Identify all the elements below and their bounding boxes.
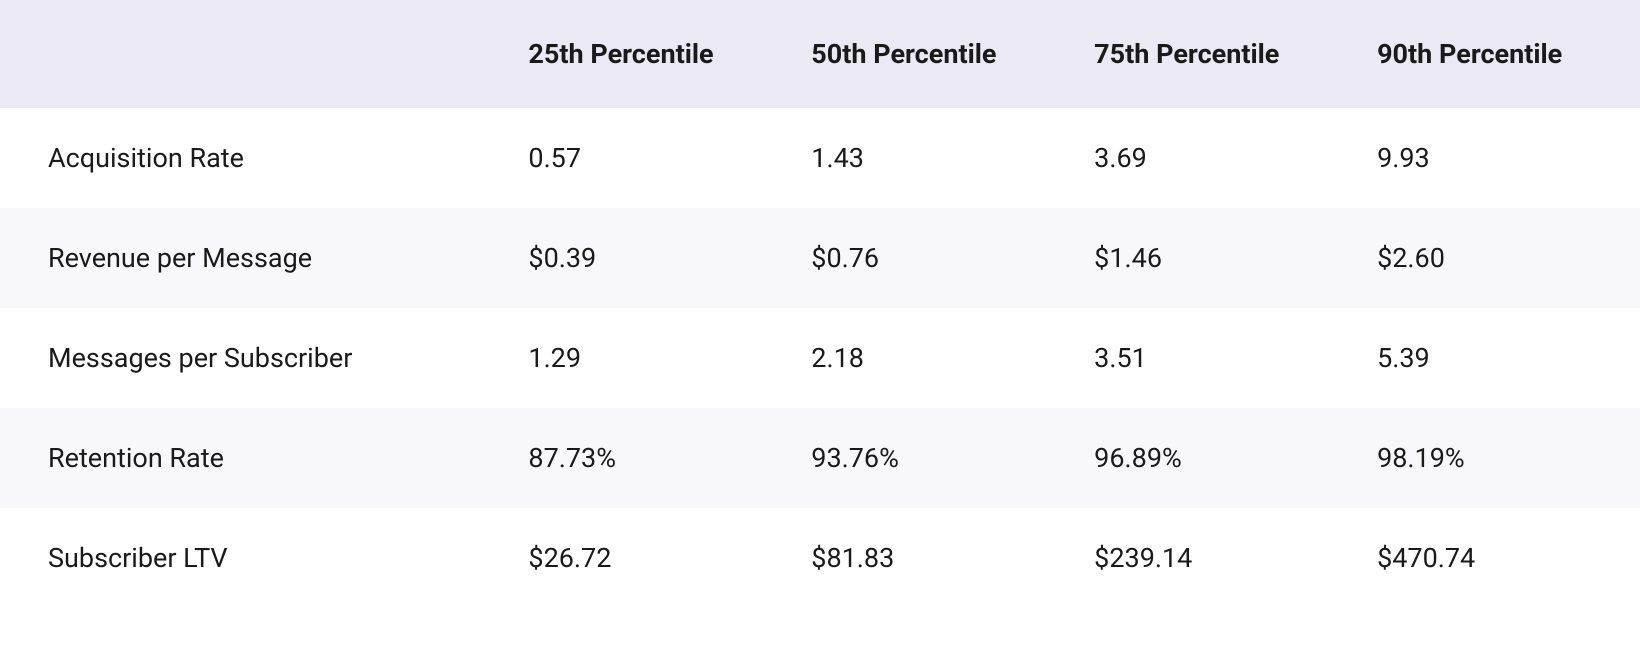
column-header-p50: 50th Percentile	[791, 0, 1074, 108]
table-header-row: 25th Percentile 50th Percentile 75th Per…	[0, 0, 1640, 108]
column-header-p25: 25th Percentile	[508, 0, 791, 108]
column-header-p90: 90th Percentile	[1357, 0, 1640, 108]
cell-value: 2.18	[791, 308, 1074, 408]
table-header: 25th Percentile 50th Percentile 75th Per…	[0, 0, 1640, 108]
metric-label: Retention Rate	[0, 408, 508, 508]
cell-value: $239.14	[1074, 508, 1357, 608]
cell-value: $26.72	[508, 508, 791, 608]
cell-value: 0.57	[508, 108, 791, 208]
metric-label: Acquisition Rate	[0, 108, 508, 208]
column-header-p75: 75th Percentile	[1074, 0, 1357, 108]
cell-value: 1.29	[508, 308, 791, 408]
cell-value: 93.76%	[791, 408, 1074, 508]
cell-value: $470.74	[1357, 508, 1640, 608]
cell-value: 5.39	[1357, 308, 1640, 408]
cell-value: $0.76	[791, 208, 1074, 308]
cell-value: 96.89%	[1074, 408, 1357, 508]
table-row: Revenue per Message $0.39 $0.76 $1.46 $2…	[0, 208, 1640, 308]
cell-value: 3.69	[1074, 108, 1357, 208]
percentile-table-container: 25th Percentile 50th Percentile 75th Per…	[0, 0, 1640, 608]
cell-value: 87.73%	[508, 408, 791, 508]
cell-value: $2.60	[1357, 208, 1640, 308]
column-header-metric	[0, 0, 508, 108]
cell-value: 98.19%	[1357, 408, 1640, 508]
cell-value: $81.83	[791, 508, 1074, 608]
cell-value: $0.39	[508, 208, 791, 308]
percentile-table: 25th Percentile 50th Percentile 75th Per…	[0, 0, 1640, 608]
metric-label: Revenue per Message	[0, 208, 508, 308]
cell-value: 3.51	[1074, 308, 1357, 408]
table-row: Retention Rate 87.73% 93.76% 96.89% 98.1…	[0, 408, 1640, 508]
cell-value: 1.43	[791, 108, 1074, 208]
table-row: Messages per Subscriber 1.29 2.18 3.51 5…	[0, 308, 1640, 408]
cell-value: 9.93	[1357, 108, 1640, 208]
metric-label: Messages per Subscriber	[0, 308, 508, 408]
cell-value: $1.46	[1074, 208, 1357, 308]
metric-label: Subscriber LTV	[0, 508, 508, 608]
table-body: Acquisition Rate 0.57 1.43 3.69 9.93 Rev…	[0, 108, 1640, 608]
table-row: Acquisition Rate 0.57 1.43 3.69 9.93	[0, 108, 1640, 208]
table-row: Subscriber LTV $26.72 $81.83 $239.14 $47…	[0, 508, 1640, 608]
